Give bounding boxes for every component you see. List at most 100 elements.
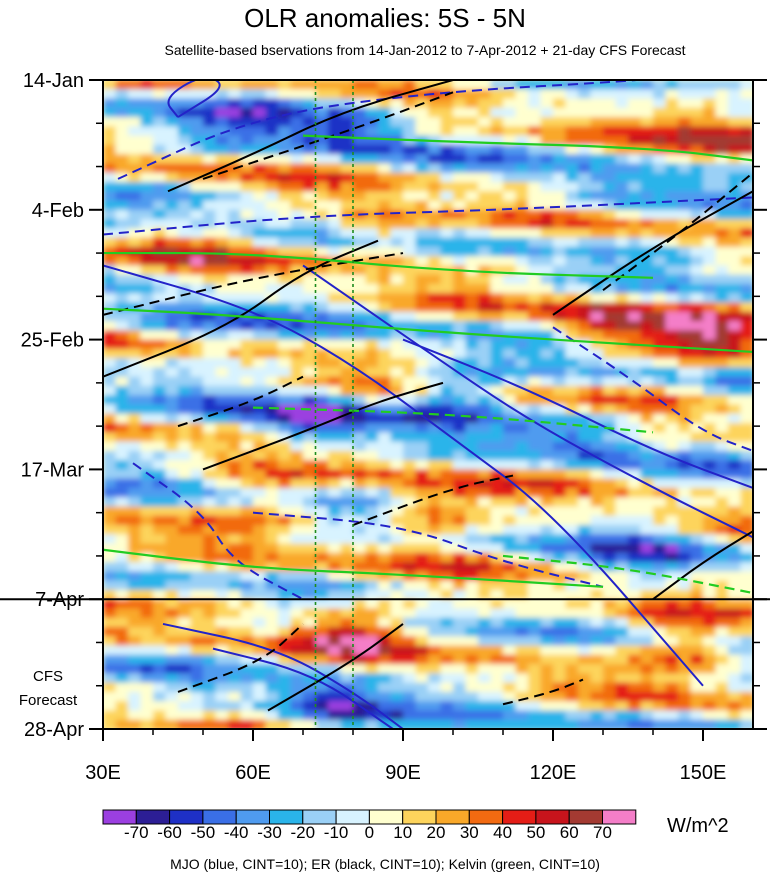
anomaly-cell [253, 580, 267, 592]
anomaly-cell [253, 330, 267, 341]
anomaly-cell [365, 534, 380, 545]
anomaly-cell [315, 423, 330, 434]
anomaly-cell [115, 432, 130, 443]
anomaly-cell [615, 348, 630, 360]
anomaly-cell [178, 302, 192, 313]
anomaly-cell [390, 515, 405, 527]
anomaly-cell [128, 571, 142, 582]
anomaly-cell [403, 404, 417, 415]
anomaly-cell [103, 589, 117, 601]
anomaly-cell [578, 283, 592, 295]
anomaly-cell [340, 432, 355, 443]
anomaly-cell [165, 562, 180, 573]
anomaly-cell [578, 506, 592, 517]
anomaly-cell [128, 645, 142, 657]
anomaly-cell [665, 274, 680, 286]
anomaly-cell [590, 283, 605, 295]
anomaly-cell [115, 302, 130, 313]
anomaly-cell [303, 478, 317, 490]
anomaly-cell [190, 423, 205, 434]
anomaly-cell [553, 274, 567, 286]
anomaly-cell [203, 163, 217, 174]
anomaly-cell [228, 154, 242, 165]
anomaly-cell [328, 682, 342, 694]
anomaly-cell [465, 441, 480, 453]
anomaly-cell [128, 154, 142, 165]
anomaly-cell [290, 645, 305, 657]
contour-kelvin-positive [103, 548, 604, 588]
anomaly-cell [503, 654, 517, 666]
anomaly-cell [215, 144, 230, 156]
anomaly-cell [603, 710, 617, 721]
anomaly-cell [390, 608, 405, 619]
anomaly-cell [578, 256, 592, 267]
anomaly-cell [453, 126, 467, 137]
anomaly-cell [190, 321, 205, 332]
anomaly-cell [165, 506, 180, 517]
anomaly-cell [303, 367, 317, 378]
anomaly-cell [215, 311, 230, 323]
anomaly-cell [303, 691, 317, 703]
anomaly-cell [103, 172, 117, 184]
anomaly-cell [453, 311, 467, 323]
anomaly-cell [415, 645, 430, 657]
anomaly-cell [640, 126, 655, 137]
anomaly-cell [703, 330, 717, 341]
anomaly-cell [628, 181, 642, 193]
anomaly-cell [578, 432, 592, 443]
anomaly-cell [703, 283, 717, 295]
anomaly-cell [590, 274, 605, 286]
anomaly-cell [365, 89, 380, 100]
anomaly-cell [678, 154, 692, 165]
anomaly-cell [303, 627, 317, 638]
anomaly-cell [340, 654, 355, 666]
anomaly-cell [503, 154, 517, 165]
anomaly-cell [315, 246, 330, 258]
anomaly-cell [615, 636, 630, 647]
anomaly-cell [228, 589, 242, 601]
anomaly-cell [528, 209, 542, 221]
anomaly-cell [153, 627, 167, 638]
anomaly-cell [478, 636, 492, 647]
anomaly-cell [153, 682, 167, 694]
anomaly-cell [628, 219, 642, 230]
anomaly-cell [578, 719, 592, 729]
anomaly-cell [490, 497, 505, 508]
anomaly-cell [328, 701, 342, 712]
anomaly-cell [253, 154, 267, 165]
anomaly-cell [228, 543, 242, 555]
anomaly-cell [390, 562, 405, 573]
anomaly-cell [265, 181, 280, 193]
anomaly-cell [540, 441, 555, 453]
anomaly-cell [253, 589, 267, 601]
anomaly-cell [678, 376, 692, 388]
anomaly-cell [203, 265, 217, 276]
anomaly-cell [515, 80, 530, 91]
anomaly-cell [253, 191, 267, 202]
anomaly-cell [128, 552, 142, 564]
anomaly-cell [228, 497, 242, 508]
anomaly-cell [640, 673, 655, 684]
contour-mjo-positive [167, 80, 221, 118]
anomaly-cell [315, 237, 330, 249]
anomaly-cell [540, 246, 555, 258]
anomaly-cell [590, 98, 605, 110]
anomaly-cell [228, 636, 242, 647]
anomaly-cell [353, 376, 367, 388]
anomaly-cell [190, 311, 205, 323]
anomaly-cell [215, 228, 230, 239]
anomaly-cell [365, 404, 380, 415]
anomaly-cell [615, 441, 630, 453]
anomaly-cell [690, 144, 705, 156]
anomaly-cell [265, 580, 280, 592]
anomaly-cell [128, 274, 142, 286]
anomaly-cell [378, 645, 392, 657]
anomaly-cell [740, 181, 753, 193]
anomaly-cell [140, 219, 155, 230]
anomaly-cell [478, 191, 492, 202]
anomaly-cell [153, 302, 167, 313]
anomaly-cell [340, 497, 355, 508]
anomaly-cell [303, 256, 317, 267]
anomaly-cell [590, 719, 605, 729]
anomaly-cell [540, 385, 555, 397]
